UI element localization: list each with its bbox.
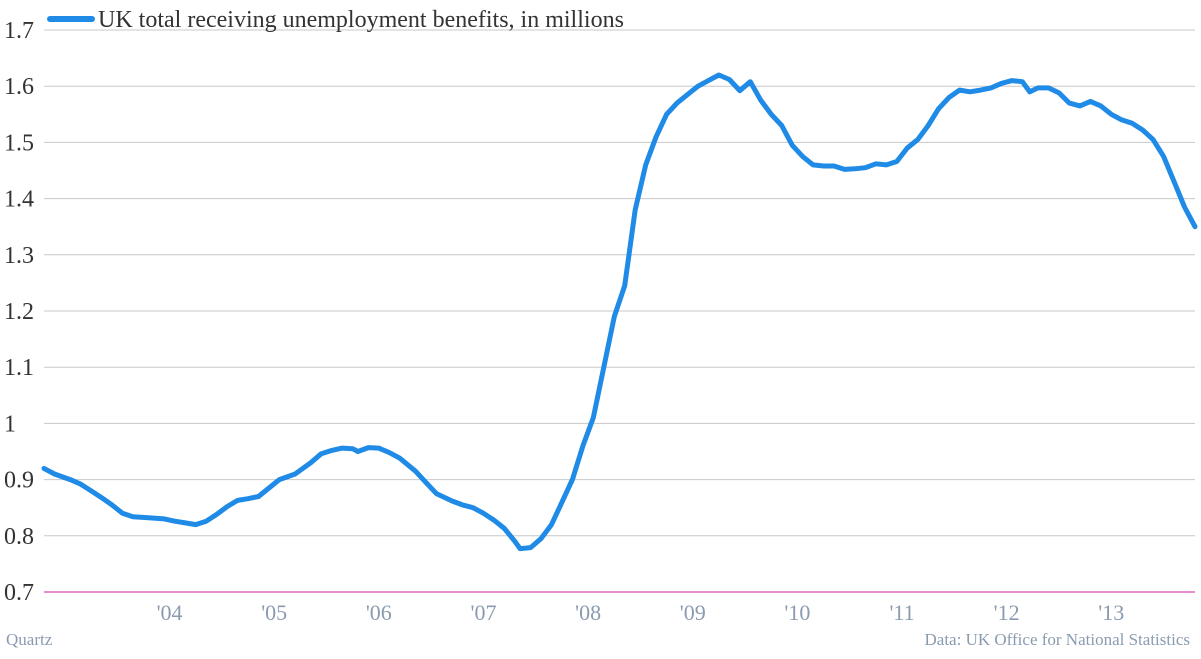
y-tick-label: 1.6: [4, 74, 34, 100]
y-tick-label: 1.2: [4, 299, 34, 325]
x-tick-label: '04: [157, 600, 183, 625]
y-tick-label: 1.7: [4, 18, 34, 44]
x-tick-label: '13: [1098, 600, 1124, 625]
series-layer: [41, 72, 1198, 552]
legend-label: UK total receiving unemployment benefits…: [98, 7, 624, 33]
y-tick-label: 1.3: [4, 243, 34, 269]
y-tick-label: 0.7: [4, 580, 34, 606]
x-tick-label: '10: [784, 600, 810, 625]
y-tick-label: 1.1: [4, 355, 34, 381]
x-tick-label: '11: [889, 600, 914, 625]
x-tick-label: '08: [575, 600, 601, 625]
y-axis-ticks: 0.7 0.8 0.9 1 1.1 1.2 1.3 1.4 1.5 1.6 1.7: [4, 18, 34, 606]
x-tick-label: '05: [261, 600, 287, 625]
legend: UK total receiving unemployment benefits…: [47, 7, 624, 33]
series-line-0: [41, 72, 1198, 552]
x-axis-ticks: '04 '05 '06 '07 '08 '09 '10 '11 '12 '13: [157, 600, 1125, 625]
x-tick-label: '09: [680, 600, 706, 625]
credit-label: Quartz: [6, 630, 53, 649]
y-tick-label: 1.4: [4, 187, 34, 213]
x-tick-label: '12: [994, 600, 1020, 625]
y-tick-label: 1.5: [4, 130, 34, 156]
x-tick-label: '07: [470, 600, 496, 625]
x-tick-label: '06: [366, 600, 392, 625]
source-label: Data: UK Office for National Statistics: [925, 630, 1190, 649]
y-tick-label: 0.9: [4, 468, 34, 494]
y-tick-label: 0.8: [4, 524, 34, 550]
y-tick-label: 1: [4, 411, 16, 437]
grid-lines: [44, 29, 1195, 593]
